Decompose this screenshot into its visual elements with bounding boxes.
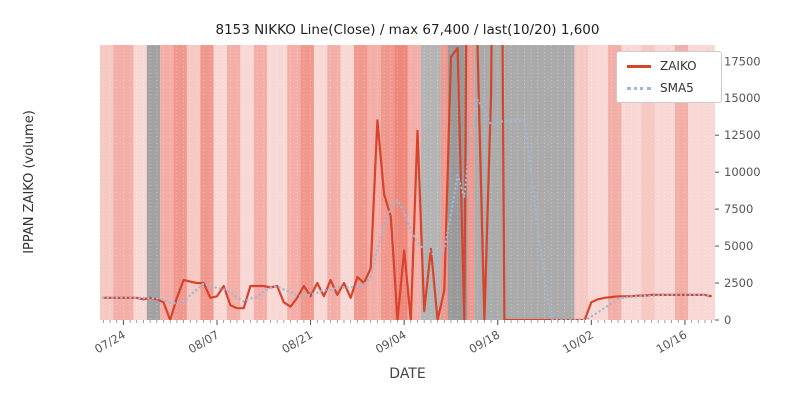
legend-label-zaiko: ZAIKO bbox=[660, 59, 697, 73]
data-series bbox=[102, 45, 713, 320]
background-bands bbox=[100, 45, 715, 320]
y-tick-label: 0 bbox=[724, 313, 731, 327]
legend-item-sma5: SMA5 bbox=[627, 81, 711, 95]
y-tick-label: 15000 bbox=[724, 91, 761, 105]
y-tick-label: 17500 bbox=[724, 54, 761, 68]
zaiko-line-sample-icon bbox=[627, 64, 651, 68]
y-tick-label: 7500 bbox=[724, 202, 753, 216]
y-tick-label: 5000 bbox=[724, 239, 753, 253]
x-tick-label: 09/18 bbox=[467, 327, 503, 356]
y-tick-label: 10000 bbox=[724, 165, 761, 179]
legend-item-zaiko: ZAIKO bbox=[627, 59, 711, 73]
x-tick-label: 08/07 bbox=[186, 327, 222, 356]
y-tick-label: 2500 bbox=[724, 276, 753, 290]
chart-title: 8153 NIKKO Line(Close) / max 67,400 / la… bbox=[215, 22, 600, 38]
x-tick-label: 09/04 bbox=[373, 327, 409, 356]
x-tick-label: 10/16 bbox=[654, 327, 690, 356]
sma5-line-sample-icon bbox=[627, 86, 651, 90]
x-tick-label: 10/02 bbox=[560, 327, 596, 356]
x-tick-label: 08/21 bbox=[279, 327, 315, 356]
series-line-sma5 bbox=[102, 98, 713, 320]
x-tick-label: 07/24 bbox=[92, 327, 128, 356]
legend: ZAIKO SMA5 bbox=[616, 51, 722, 103]
series-line-zaiko bbox=[103, 45, 712, 320]
x-axis-label: DATE bbox=[389, 366, 426, 382]
legend-label-sma5: SMA5 bbox=[660, 81, 694, 95]
y-tick-label: 12500 bbox=[724, 128, 761, 142]
